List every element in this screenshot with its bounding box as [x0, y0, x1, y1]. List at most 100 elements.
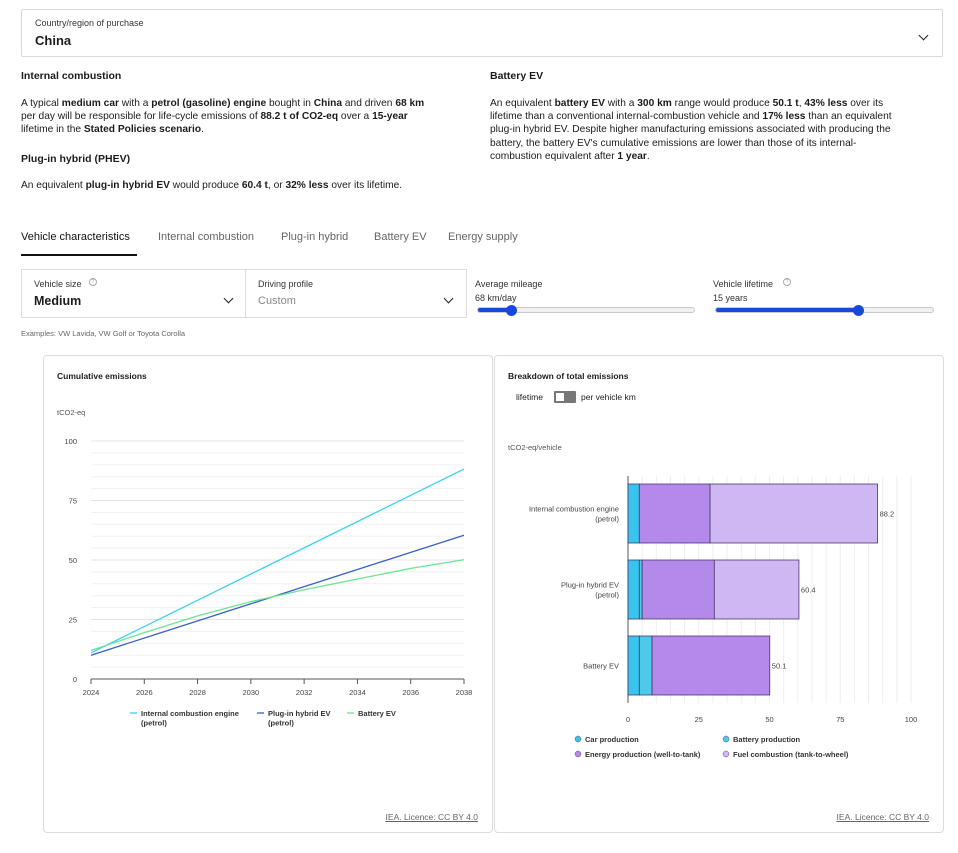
bar-segment [638, 483, 711, 544]
lifetime-slider-handle[interactable] [852, 304, 864, 316]
category-label: Internal combustion engine (petrol) [529, 505, 620, 524]
driving-profile-label: Driving profile [258, 279, 314, 289]
chevron-down-icon [223, 293, 234, 304]
mileage-slider-fill [478, 308, 512, 312]
vehicle-dropdowns [21, 269, 467, 318]
x-tick-label: 2028 [189, 688, 206, 697]
vehicle-size-value: Medium [34, 294, 82, 308]
bar-segment [651, 635, 771, 696]
bar-segment [638, 559, 643, 620]
legend-label: Fuel combustion (tank-to-wheel) [733, 750, 849, 759]
tab-plug-in-hybrid[interactable]: Plug-in hybrid [281, 231, 349, 243]
legend-label: Battery EV [358, 709, 396, 718]
legend-dot [574, 750, 582, 758]
mileage-slider[interactable] [477, 304, 695, 316]
legend-label: Internal combustion engine (petrol) [141, 709, 239, 728]
legend-item: Battery production [722, 735, 801, 744]
y-axis-unit: tCO2-eq [57, 408, 86, 417]
cumulative-emissions-chart: 0 25 50 75 100 2024 2026 2028 2030 2032 2034 2036 20… [64, 437, 473, 728]
phev-paragraph: An equivalent plug-in hybrid EV would pr… [21, 180, 403, 191]
phev-heading: Plug-in hybrid (PHEV) [21, 153, 131, 165]
x-tick-label: 2026 [136, 688, 153, 697]
x-tick-label: 75 [836, 715, 844, 724]
credit-link[interactable]: IEA. Licence: CC BY 4.0 [836, 812, 929, 822]
chevron-down-icon [443, 293, 454, 304]
dropdown-divider [245, 269, 246, 318]
legend-label: Battery production [733, 735, 801, 744]
x-tick-label: 2034 [349, 688, 366, 697]
per-km-toggle[interactable] [554, 391, 576, 403]
lifetime-label: Vehicle lifetime [713, 279, 774, 289]
chart-title: Cumulative emissions [57, 371, 147, 381]
y-tick-label: 100 [64, 437, 77, 446]
tab-battery-ev[interactable]: Battery EV [374, 231, 427, 243]
driving-profile-value: Custom [258, 295, 296, 307]
y-tick-label: 25 [69, 616, 77, 625]
x-tick-label: 0 [626, 715, 630, 724]
cumulative-emissions-panel: Cumulative emissions tCO2-eq 0 25 50 75 100 2… [43, 355, 493, 833]
tab-vehicle-characteristics[interactable]: Vehicle characteristics [21, 231, 130, 243]
category-label: Battery EV [583, 662, 619, 671]
x-tick-label: 50 [765, 715, 773, 724]
lifetime-value: 15 years [713, 293, 748, 303]
y-tick-label: 75 [69, 497, 77, 506]
vehicle-size-select[interactable]: Vehicle size ? Medium [22, 270, 244, 317]
legend-item: Energy production (well-to-tank) [574, 750, 701, 759]
credit-link[interactable]: IEA. Licence: CC BY 4.0 [385, 812, 478, 822]
legend-item: Plug-in hybrid EV (petrol) [257, 709, 331, 728]
bev-series-line [90, 559, 465, 652]
mileage-slider-handle[interactable] [505, 304, 517, 316]
legend-label: Car production [585, 735, 639, 744]
bev-heading: Battery EV [490, 70, 544, 82]
x-tick-label: 2036 [402, 688, 419, 697]
breakdown-panel: Breakdown of total emissions lifetime pe… [494, 355, 944, 833]
x-axis-unit: tCO2-eq/vehicle [508, 443, 562, 452]
bar-total-label: 88.2 [880, 510, 895, 519]
tab-energy-supply[interactable]: Energy supply [448, 231, 518, 243]
lifetime-slider-fill [716, 308, 859, 312]
chart-title: Breakdown of total emissions [508, 371, 629, 381]
bar-total-label: 60.4 [801, 586, 816, 595]
category-label: Plug-in hybrid EV (petrol) [561, 581, 619, 600]
legend-item: Internal combustion engine (petrol) [130, 709, 239, 728]
legend-dot [574, 735, 582, 743]
y-tick-label: 50 [69, 556, 77, 565]
chevron-down-icon [918, 30, 929, 41]
legend-label: Plug-in hybrid EV (petrol) [268, 709, 331, 728]
driving-profile-select[interactable]: Driving profile Custom [246, 270, 466, 317]
bar-segment [641, 559, 715, 620]
bar-segment [638, 635, 653, 696]
vehicle-size-label: Vehicle size [34, 279, 82, 289]
x-tick-label: 25 [695, 715, 703, 724]
bar-segment [627, 635, 640, 696]
breakdown-chart: 0 25 50 75 100 88.2 Internal combustion engine… [529, 476, 918, 759]
legend-item: Car production [574, 735, 639, 744]
x-tick-label: 2030 [243, 688, 260, 697]
country-select-value: China [35, 33, 72, 48]
lifetime-slider[interactable] [715, 304, 934, 316]
y-tick-label: 0 [73, 675, 77, 684]
country-select-label: Country/region of purchase [35, 18, 144, 28]
x-tick-label: 2024 [83, 688, 100, 697]
examples-text: Examples: VW Lavida, VW Golf or Toyota C… [21, 329, 186, 338]
x-tick-label: 2038 [456, 688, 473, 697]
tab-internal-combustion[interactable]: Internal combustion [158, 231, 254, 243]
mileage-value: 68 km/day [475, 293, 517, 303]
x-tick-label: 2032 [296, 688, 313, 697]
bar-segment [709, 483, 879, 544]
ice-heading: Internal combustion [21, 70, 122, 82]
bev-paragraph: An equivalent battery EV with a 300 km r… [490, 98, 892, 162]
x-tick-label: 100 [905, 715, 918, 724]
legend-item: Fuel combustion (tank-to-wheel) [722, 750, 849, 759]
info-icon[interactable]: ? [783, 278, 791, 286]
country-select[interactable]: Country/region of purchase China [21, 9, 943, 57]
info-icon[interactable]: ? [89, 278, 97, 286]
bar-total-label: 50.1 [772, 662, 787, 671]
legend-dot [722, 735, 730, 743]
mileage-label: Average mileage [475, 279, 543, 289]
active-tab-indicator [21, 254, 137, 256]
legend-dot [722, 750, 730, 758]
bar-segment [627, 559, 640, 620]
bar-segment [713, 559, 800, 620]
toggle-knob [556, 393, 564, 401]
